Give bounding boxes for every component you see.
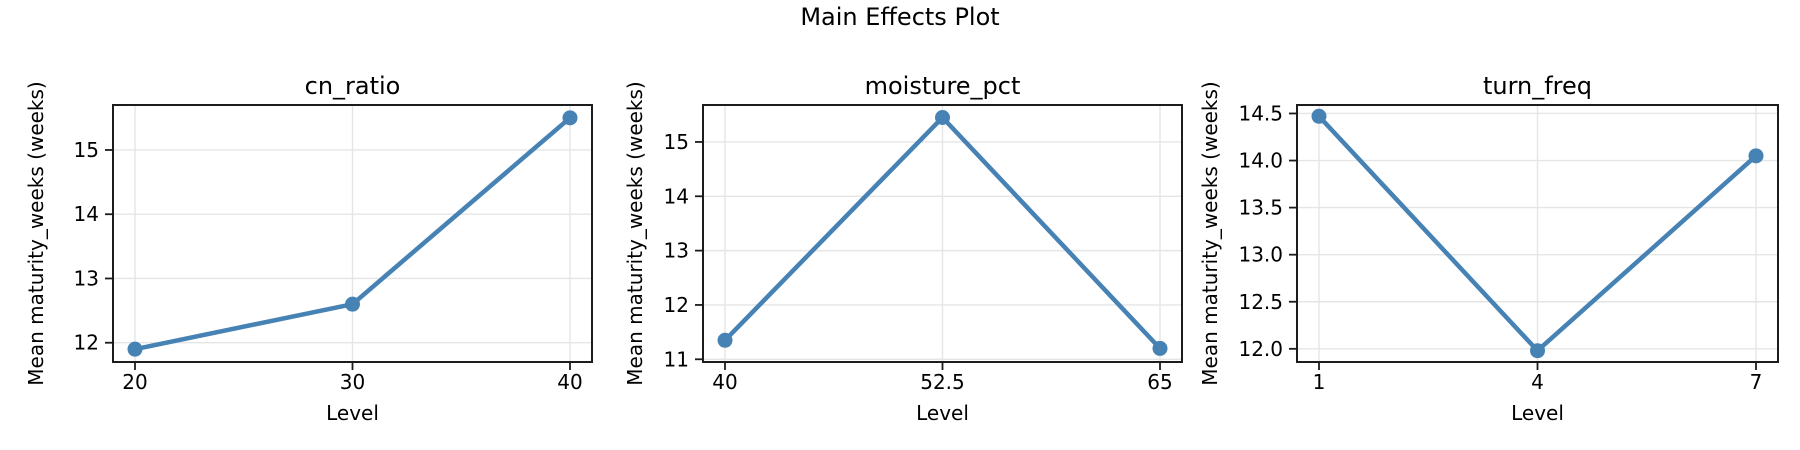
y-tick-label: 11	[664, 347, 689, 371]
x-tick-label: 40	[712, 370, 737, 394]
data-point	[1152, 340, 1168, 356]
data-point	[1311, 108, 1327, 124]
y-tick-label: 12.0	[1238, 337, 1283, 361]
y-axis-label: Mean maturity_weeks (weeks)	[623, 81, 647, 385]
subplot-title: cn_ratio	[305, 72, 401, 100]
data-point	[1530, 343, 1545, 359]
y-tick-label: 15	[74, 138, 99, 162]
x-axis-label: Level	[326, 401, 379, 425]
y-tick-label: 13.0	[1238, 243, 1283, 267]
x-tick-label: 20	[122, 370, 147, 394]
plot-frame	[1296, 104, 1779, 363]
x-axis-label: Level	[1511, 401, 1564, 425]
y-tick-label: 13.5	[1238, 196, 1283, 220]
plot-frame	[702, 104, 1183, 363]
data-point	[935, 109, 950, 125]
data-point	[1748, 148, 1764, 164]
y-tick-label: 12	[664, 293, 689, 317]
x-tick-label: 1	[1313, 370, 1326, 394]
plot-frame	[112, 104, 593, 363]
x-axis-label: Level	[916, 401, 969, 425]
subplot-cn_ratio: 20 30 40 12 13 14 15 cn_ratio Level Mean maturity…	[24, 72, 593, 425]
y-tick-label: 12	[74, 331, 99, 355]
y-tick-label: 14	[74, 202, 99, 226]
y-tick-label: 14	[664, 184, 689, 208]
y-tick-label: 14.5	[1238, 101, 1283, 125]
y-tick-label: 12.5	[1238, 290, 1283, 314]
y-tick-label: 15	[664, 130, 689, 154]
y-tick-label: 14.0	[1238, 149, 1283, 173]
x-tick-label: 52.5	[920, 370, 965, 394]
subplot-turn_freq: 1 4 7 12.0 12.5 13.0 13.5 14.0 14.5 turn_freq Leve…	[1198, 72, 1779, 425]
y-tick-label: 13	[664, 239, 689, 263]
y-axis-label: Mean maturity_weeks (weeks)	[24, 81, 48, 385]
data-point	[717, 332, 733, 348]
data-point	[562, 110, 578, 126]
subplot-moisture_pct: 40 52.5 65 11 12 13 14 15 moisture_pct Level Mean …	[623, 72, 1183, 425]
figure-title: Main Effects Plot	[800, 3, 1000, 31]
data-point	[127, 341, 143, 357]
x-tick-label: 65	[1147, 370, 1172, 394]
y-tick-label: 13	[74, 266, 99, 290]
x-tick-label: 7	[1750, 370, 1763, 394]
subplot-title: turn_freq	[1483, 72, 1592, 100]
subplot-title: moisture_pct	[865, 72, 1021, 100]
y-axis-label: Mean maturity_weeks (weeks)	[1198, 81, 1222, 385]
x-tick-label: 30	[340, 370, 365, 394]
x-tick-label: 4	[1531, 370, 1544, 394]
x-tick-label: 40	[557, 370, 582, 394]
data-point	[345, 296, 360, 312]
